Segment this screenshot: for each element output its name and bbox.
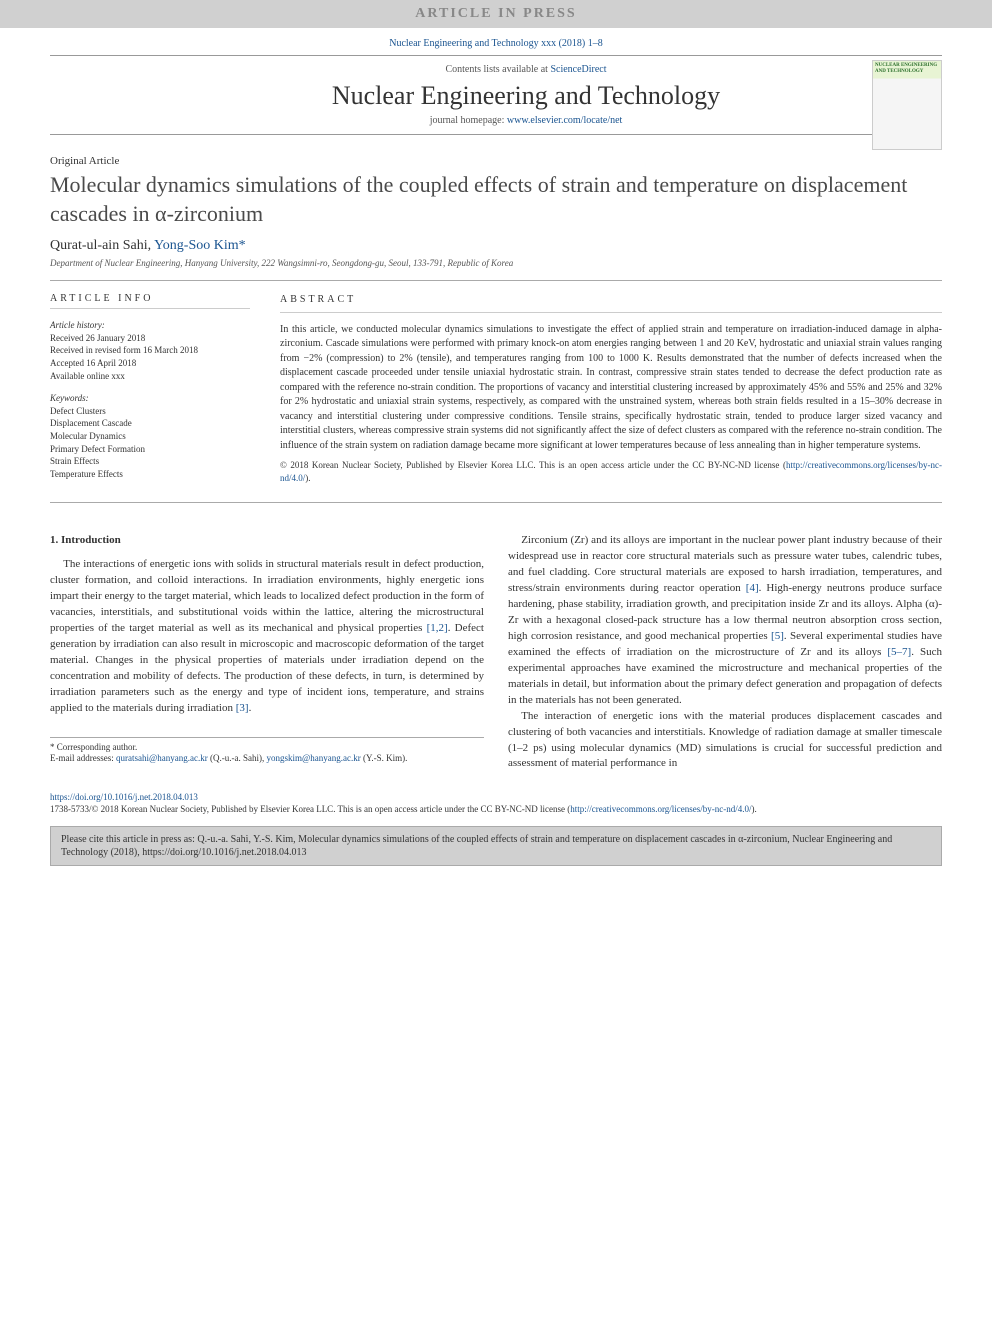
email-line: E-mail addresses: quratsahi@hanyang.ac.k… bbox=[50, 753, 484, 765]
journal-reference: Nuclear Engineering and Technology xxx (… bbox=[0, 28, 992, 55]
corresp-marker: * bbox=[239, 238, 246, 253]
body-paragraph: Zirconium (Zr) and its alloys are import… bbox=[508, 533, 942, 708]
email-name: (Y.-S. Kim). bbox=[361, 753, 408, 763]
keyword: Temperature Effects bbox=[50, 468, 250, 481]
cover-title: NUCLEAR ENGINEERING AND TECHNOLOGY bbox=[873, 61, 941, 76]
body-columns: 1. Introduction The interactions of ener… bbox=[50, 533, 942, 772]
article-type: Original Article bbox=[50, 155, 942, 167]
history-label: Article history: bbox=[50, 319, 250, 332]
para-text: . Defect generation by irradiation can a… bbox=[50, 622, 484, 714]
email-link[interactable]: yongskim@hanyang.ac.kr bbox=[266, 753, 360, 763]
divider bbox=[50, 280, 942, 281]
citation-link[interactable]: [5–7] bbox=[887, 646, 911, 658]
body-paragraph: The interaction of energetic ions with t… bbox=[508, 709, 942, 773]
abstract-column: ABSTRACT In this article, we conducted m… bbox=[280, 293, 942, 490]
contents-prefix: Contents lists available at bbox=[445, 64, 550, 75]
accepted-date: Accepted 16 April 2018 bbox=[50, 357, 250, 370]
revised-date: Received in revised form 16 March 2018 bbox=[50, 344, 250, 357]
email-name: (Q.-u.-a. Sahi), bbox=[208, 753, 267, 763]
article-content: Original Article Molecular dynamics simu… bbox=[0, 135, 992, 782]
article-title: Molecular dynamics simulations of the co… bbox=[50, 171, 942, 228]
divider bbox=[50, 502, 942, 503]
email-label: E-mail addresses: bbox=[50, 753, 116, 763]
citation-link[interactable]: [1,2] bbox=[427, 622, 448, 634]
para-text: . bbox=[249, 702, 252, 714]
copyright-line: © 2018 Korean Nuclear Society, Published… bbox=[280, 459, 942, 485]
keyword: Strain Effects bbox=[50, 455, 250, 468]
copyright-text: © 2018 Korean Nuclear Society, Published… bbox=[280, 460, 786, 470]
keyword: Defect Clusters bbox=[50, 405, 250, 418]
issn-text: 1738-5733/© 2018 Korean Nuclear Society,… bbox=[50, 804, 570, 814]
citation-box: Please cite this article in press as: Q.… bbox=[50, 826, 942, 866]
keyword: Displacement Cascade bbox=[50, 417, 250, 430]
sciencedirect-link[interactable]: ScienceDirect bbox=[550, 64, 606, 75]
author-1: Qurat-ul-ain Sahi, bbox=[50, 238, 154, 253]
citation-link[interactable]: [5] bbox=[771, 630, 784, 642]
body-paragraph: The interactions of energetic ions with … bbox=[50, 557, 484, 716]
journal-cover-thumbnail: NUCLEAR ENGINEERING AND TECHNOLOGY bbox=[872, 60, 942, 150]
keywords-block: Keywords: Defect Clusters Displacement C… bbox=[50, 392, 250, 480]
article-info-column: ARTICLE INFO Article history: Received 2… bbox=[50, 293, 250, 490]
keyword: Molecular Dynamics bbox=[50, 430, 250, 443]
author-2: Yong-Soo Kim bbox=[154, 238, 239, 253]
keywords-label: Keywords: bbox=[50, 392, 250, 405]
corresp-author-note: * Corresponding author. bbox=[50, 742, 484, 754]
footnotes: * Corresponding author. E-mail addresses… bbox=[50, 737, 484, 765]
abstract-text: In this article, we conducted molecular … bbox=[280, 323, 942, 454]
issn-close: ). bbox=[752, 804, 757, 814]
issn-line: 1738-5733/© 2018 Korean Nuclear Society,… bbox=[50, 804, 942, 816]
received-date: Received 26 January 2018 bbox=[50, 332, 250, 345]
doi-block: https://doi.org/10.1016/j.net.2018.04.01… bbox=[50, 792, 942, 815]
email-link[interactable]: quratsahi@hanyang.ac.kr bbox=[116, 753, 208, 763]
header-center: Contents lists available at ScienceDirec… bbox=[110, 64, 942, 126]
section-1-heading: 1. Introduction bbox=[50, 533, 484, 549]
doi-link[interactable]: https://doi.org/10.1016/j.net.2018.04.01… bbox=[50, 792, 198, 802]
article-info-label: ARTICLE INFO bbox=[50, 293, 250, 309]
body-column-left: 1. Introduction The interactions of ener… bbox=[50, 533, 484, 772]
body-column-right: Zirconium (Zr) and its alloys are import… bbox=[508, 533, 942, 772]
info-abstract-row: ARTICLE INFO Article history: Received 2… bbox=[50, 293, 942, 490]
authors: Qurat-ul-ain Sahi, Yong-Soo Kim* bbox=[50, 238, 942, 254]
homepage-line: journal homepage: www.elsevier.com/locat… bbox=[110, 115, 942, 126]
citation-link[interactable]: [4] bbox=[746, 582, 759, 594]
online-date: Available online xxx bbox=[50, 370, 250, 383]
contents-line: Contents lists available at ScienceDirec… bbox=[110, 64, 942, 75]
journal-header: Contents lists available at ScienceDirec… bbox=[50, 55, 942, 135]
para-text: The interactions of energetic ions with … bbox=[50, 558, 484, 634]
copyright-close: ). bbox=[305, 473, 310, 483]
cc-license-link[interactable]: http://creativecommons.org/licenses/by-n… bbox=[570, 804, 751, 814]
article-in-press-banner: ARTICLE IN PRESS bbox=[0, 0, 992, 28]
homepage-link[interactable]: www.elsevier.com/locate/net bbox=[507, 115, 622, 126]
citation-link[interactable]: [3] bbox=[236, 702, 249, 714]
affiliation: Department of Nuclear Engineering, Hanya… bbox=[50, 258, 942, 268]
article-history: Article history: Received 26 January 201… bbox=[50, 319, 250, 382]
abstract-label: ABSTRACT bbox=[280, 293, 942, 313]
keyword: Primary Defect Formation bbox=[50, 443, 250, 456]
journal-name: Nuclear Engineering and Technology bbox=[110, 81, 942, 111]
homepage-prefix: journal homepage: bbox=[430, 115, 507, 126]
